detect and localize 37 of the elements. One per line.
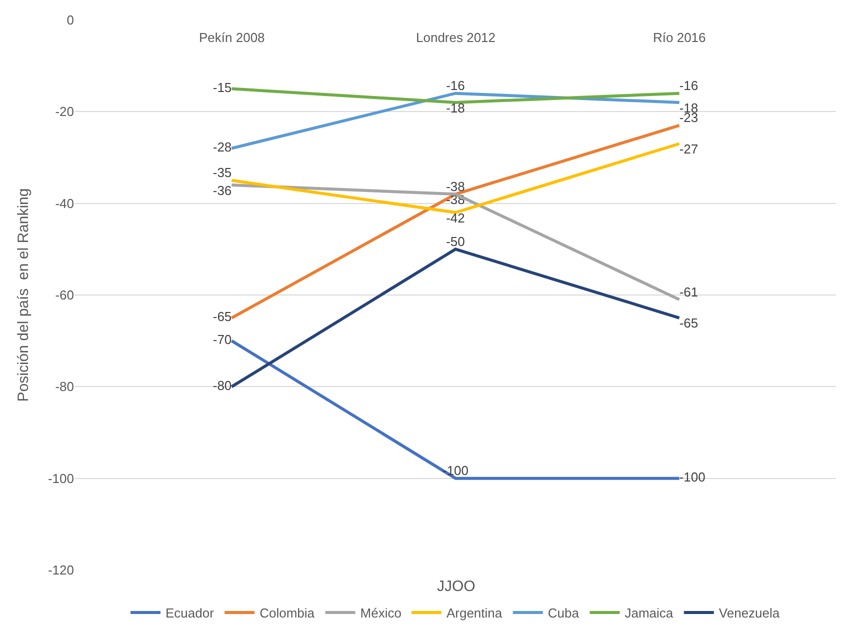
data-label: -38 (446, 178, 465, 194)
legend-label: México (360, 606, 402, 621)
data-label: -65 (212, 309, 232, 324)
data-label: -27 (679, 142, 698, 156)
y-tick-label: -20 (55, 104, 74, 120)
data-label: -36 (212, 182, 232, 198)
x-tick-label: Pekín 2008 (199, 30, 265, 45)
data-label: -16 (679, 78, 698, 94)
y-tick-label: -100 (48, 470, 74, 486)
legend-label: Colombia (260, 606, 316, 621)
y-tick-label: -120 (48, 562, 74, 578)
data-label: -42 (446, 210, 465, 226)
legend-label: Jamaica (624, 606, 674, 621)
legend-label: Ecuador (166, 606, 215, 621)
legend-label: Cuba (548, 606, 580, 621)
legend-label: Venezuela (718, 606, 780, 621)
data-label: -16 (446, 78, 465, 94)
data-label: -65 (679, 316, 698, 331)
data-label: -100 (442, 463, 469, 478)
y-axis-title: Posición del país en el Ranking (15, 188, 32, 402)
data-label: -80 (212, 378, 232, 393)
data-label: -100 (679, 470, 706, 485)
data-label: -50 (446, 234, 465, 249)
data-label: -35 (212, 165, 232, 180)
x-axis-title: JJOO (437, 578, 476, 595)
x-tick-label: Río 2016 (653, 30, 706, 45)
legend-label: Argentina (446, 606, 503, 621)
y-tick-label: -80 (55, 379, 74, 394)
data-label: -18 (446, 100, 465, 116)
y-tick-label: -40 (55, 196, 74, 211)
data-label: -15 (212, 80, 232, 95)
y-tick-label: 0 (66, 12, 74, 28)
x-tick-label: Londres 2012 (416, 30, 496, 45)
data-label: -28 (212, 140, 232, 155)
y-tick-label: -60 (55, 288, 74, 303)
data-label: -70 (212, 332, 232, 348)
data-label: -61 (679, 284, 698, 300)
